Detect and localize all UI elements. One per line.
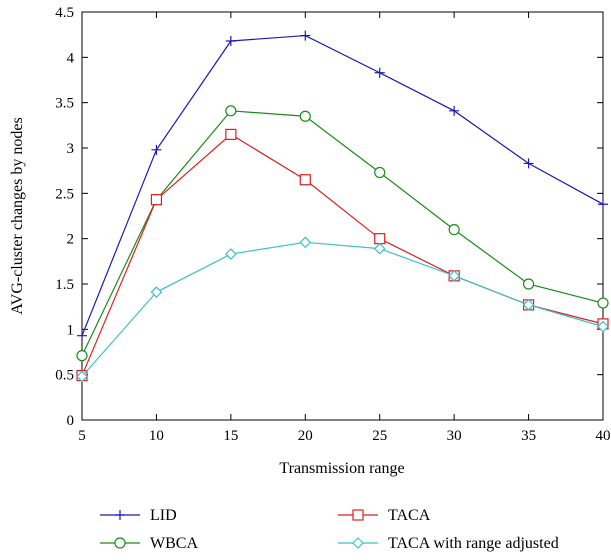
y-axis-title: AVG-cluster changes by nodes [9, 117, 26, 314]
data-point [374, 67, 385, 78]
data-point [150, 286, 163, 299]
legend: LID WBCA TACA TACA with range adjusted [100, 507, 559, 552]
legend-label: LID [150, 507, 177, 524]
x-tick-label: 35 [521, 428, 536, 444]
x-tick-label: 30 [447, 428, 462, 444]
data-point [225, 128, 237, 140]
legend-item: WBCA [100, 535, 198, 552]
plot-frame [81, 11, 604, 421]
x-tick-label: 15 [223, 428, 238, 444]
data-point [77, 330, 87, 341]
data-point [448, 224, 460, 236]
series-lid [77, 30, 608, 341]
data-point [448, 269, 460, 282]
x-tick-label: 5 [78, 428, 86, 444]
series-line [81, 34, 604, 336]
data-point [300, 30, 311, 41]
x-tick-label: 20 [298, 428, 313, 444]
y-tick-label: 0.5 [55, 368, 74, 384]
data-point [374, 233, 386, 245]
data-point [373, 242, 386, 255]
x-axis-title: Transmission range [279, 460, 404, 477]
legend-label: TACA [388, 507, 431, 524]
data-point [449, 105, 460, 116]
data-point [225, 36, 236, 47]
x-tick-label: 10 [149, 428, 164, 444]
y-tick-label: 0 [67, 413, 75, 429]
y-tick-label: 4 [67, 50, 75, 66]
legend-item: TACA with range adjusted [338, 535, 559, 552]
data-point [76, 370, 88, 383]
series-taca-with-range-adjusted [76, 236, 609, 383]
data-point [76, 350, 88, 362]
legend-marker [115, 510, 125, 520]
y-tick-label: 1 [67, 322, 75, 338]
data-point [151, 144, 162, 155]
x-tick-label: 25 [372, 428, 387, 444]
data-point [374, 166, 386, 179]
y-tick-label: 2.5 [55, 186, 74, 202]
x-tick-label: 40 [596, 428, 611, 444]
y-tick-label: 2 [67, 232, 75, 248]
series-line [81, 133, 604, 376]
y-tick-label: 1.5 [55, 277, 74, 293]
data-point [225, 248, 237, 260]
legend-item: TACA [338, 507, 431, 524]
data-point [522, 299, 535, 311]
data-point [299, 110, 311, 122]
legend-marker [114, 537, 126, 549]
legend-label: WBCA [150, 535, 198, 552]
legend-item: LID [100, 507, 177, 524]
series-wbca [76, 105, 609, 362]
data-point [299, 174, 311, 186]
axis-ticks: 5 10 15 20 25 30 35 40 0 0.5 1 1.5 2 2.5 3 3.5 4 4.5 [55, 5, 610, 444]
data-point [150, 194, 163, 206]
data-point [597, 320, 609, 333]
series-layer [76, 30, 609, 383]
legend-label: TACA with range adjusted [388, 535, 559, 552]
y-tick-label: 3 [67, 141, 75, 157]
series-line [81, 110, 604, 356]
series-line [81, 241, 604, 377]
data-point [299, 236, 312, 249]
data-point [597, 297, 609, 309]
data-point [225, 105, 237, 117]
y-tick-label: 4.5 [55, 5, 74, 21]
y-tick-label: 3.5 [55, 96, 74, 112]
legend-marker [352, 509, 364, 521]
data-point [522, 278, 535, 290]
data-point [523, 158, 534, 169]
data-point [598, 199, 608, 210]
legend-marker [352, 537, 364, 549]
